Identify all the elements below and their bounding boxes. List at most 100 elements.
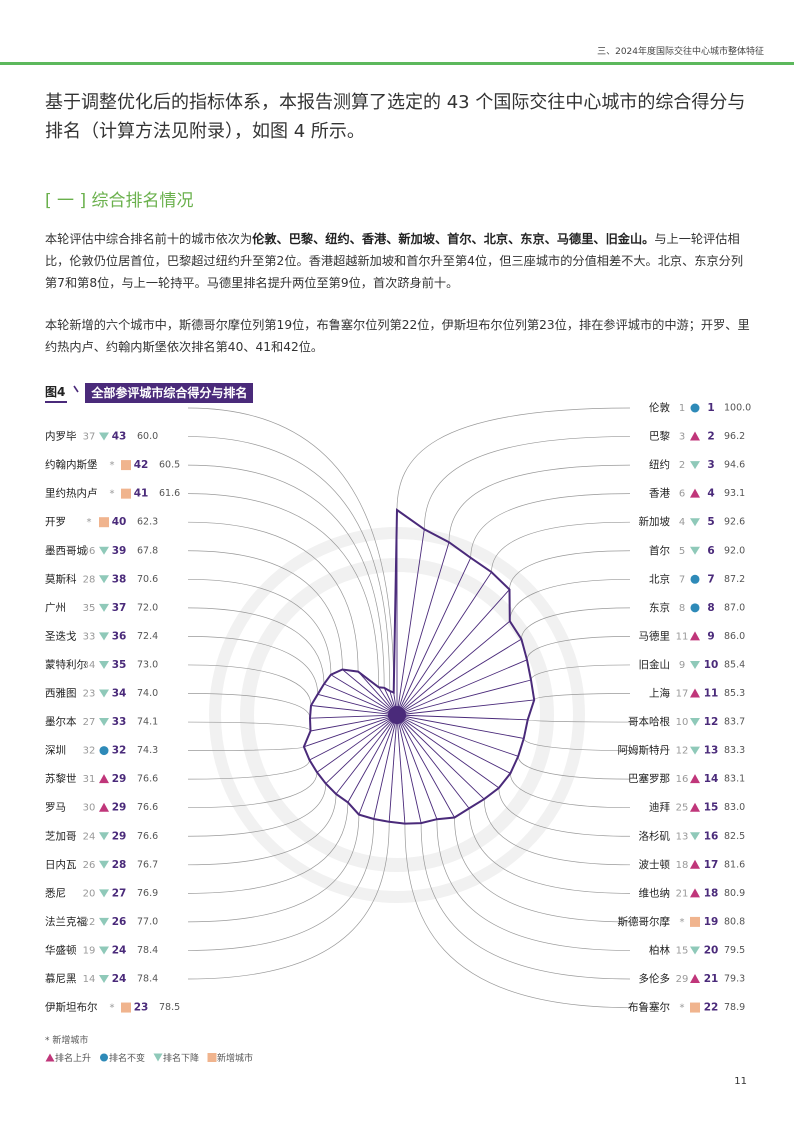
leader-line [483,799,631,866]
leader-line [187,746,305,751]
rank-down-marker [99,889,109,898]
ranking-paragraph: 本轮评估中综合排名前十的城市依次为伦敦、巴黎、纽约、香港、新加坡、首尔、北京、东… [45,228,755,294]
score-label: 85.4 [724,659,745,670]
city-label: 法兰克福 [45,915,87,928]
leader-line [187,464,385,688]
previous-rank-label: 8 [679,603,685,614]
leader-line [187,802,349,894]
spoke [396,542,450,716]
previous-rank-label: * [680,917,685,928]
city-label: 约翰内斯堡 [45,458,98,471]
city-label: 慕尼黑 [45,972,77,985]
rank-up-marker [690,888,700,898]
spoke [396,589,510,716]
rank-label: 17 [704,859,719,871]
legend-down: 排名下降 [153,1051,199,1064]
city-label: 阿姆斯特丹 [618,744,671,757]
page-number: 11 [734,1076,747,1087]
rank-down-marker [99,832,109,841]
rank-label: 20 [704,944,719,956]
previous-rank-label: 29 [676,974,689,985]
previous-rank-label: 5 [679,546,685,557]
rank-down-marker [99,917,109,926]
score-label: 78.9 [724,1002,745,1013]
rank-label: 24 [112,973,127,985]
previous-rank-label: 36 [83,546,96,557]
score-label: 82.5 [724,831,745,842]
spoke [396,638,522,716]
rank-label: 15 [704,802,719,814]
spoke [396,699,535,716]
figure-number: 图4 [45,383,68,403]
section-heading: [ 一 ] 综合排名情况 [45,191,194,211]
score-label: 79.5 [724,945,745,956]
rank-label: 22 [704,1002,719,1014]
previous-rank-label: 22 [83,917,96,928]
legend-same-label: 排名不变 [109,1053,146,1064]
spoke [303,714,398,748]
previous-rank-label: * [87,517,92,528]
leader-line [187,664,312,706]
figure-caption: 图4 全部参评城市综合得分与排名 [45,383,254,403]
city-label: 里约热内卢 [45,487,98,500]
rank-label: 16 [704,830,719,842]
ranking-paragraph-lead: 本轮评估中综合排名前十的城市依次为 [45,232,253,246]
previous-rank-label: 16 [676,774,689,785]
header-divider [0,62,794,65]
rank-label: 41 [134,488,149,500]
score-label: 87.2 [724,574,745,585]
spoke [335,714,398,795]
rank-down-marker [690,461,700,470]
rank-label: 39 [112,545,127,557]
rank-label: 33 [112,716,127,728]
spoke [358,714,398,815]
rank-down-marker [99,603,109,612]
leader-line [509,550,631,590]
leader-line [521,607,631,640]
leader-line [527,719,631,723]
previous-rank-label: 2 [679,460,685,471]
previous-rank-label: 3 [679,432,685,443]
rank-same-marker [690,574,700,584]
rank-label: 8 [707,602,714,614]
previous-rank-label: 35 [83,603,96,614]
previous-rank-label: 7 [679,574,685,585]
score-label: 60.5 [159,460,180,471]
city-label: 深圳 [45,745,66,757]
city-label: 西雅图 [45,687,77,700]
spoke [396,529,425,716]
previous-rank-label: 4 [679,517,685,528]
rank-label: 26 [112,916,127,928]
leader-line [187,821,390,980]
rank-up-marker [690,774,700,784]
rank-label: 5 [707,516,714,528]
spoke [396,620,511,716]
rank-label: 6 [707,545,714,557]
previous-rank-label: 31 [83,774,96,785]
rank-label: 14 [704,773,719,785]
intro-paragraph: 基于调整优化后的指标体系，本报告测算了选定的 43 个国际交往中心城市的综合得分… [45,92,746,142]
rank-down-marker [99,660,109,669]
previous-rank-label: 11 [676,631,689,642]
spoke [317,693,398,716]
score-label: 81.6 [724,859,745,870]
score-label: 78.4 [137,974,158,985]
spoke [396,714,455,818]
leader-line [526,636,631,660]
spoke [396,714,470,809]
city-label: 波士顿 [639,858,671,871]
score-label: 61.6 [159,488,180,499]
city-label: 伊斯坦布尔 [45,1001,98,1014]
city-label: 布鲁塞尔 [628,1001,670,1014]
city-label: 纽约 [649,458,670,471]
city-label: 多伦多 [639,972,671,985]
rank-up-marker [690,431,700,441]
leader-line [187,721,311,732]
spoke [347,714,398,803]
leader-line [187,407,395,693]
legend-down-label: 排名下降 [163,1053,200,1064]
spoke [396,714,528,721]
score-label: 83.1 [724,774,745,785]
city-label: 首尔 [649,544,670,557]
previous-rank-label: 18 [676,860,689,871]
